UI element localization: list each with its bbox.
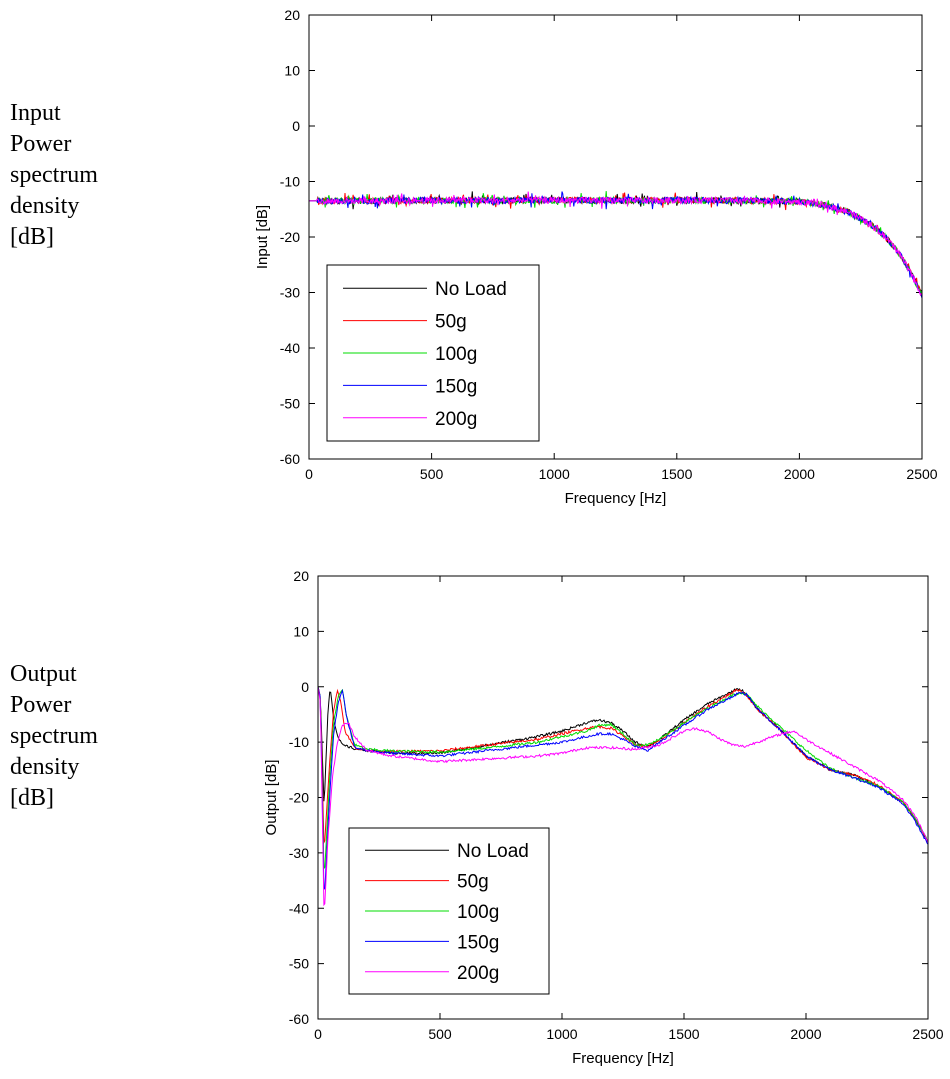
y-tick-label: -60 bbox=[289, 1011, 309, 1027]
y-tick-label: -10 bbox=[280, 174, 300, 190]
output-psd-side-label: Output Power spectrum density [dB] bbox=[10, 661, 98, 811]
input-series-group bbox=[309, 191, 922, 298]
x-tick-label: 2000 bbox=[790, 1026, 821, 1042]
x-tick-label: 2000 bbox=[784, 466, 815, 482]
input-chart: 0 500 1000 1500 2000 2500 20 10 0 -10 -20 -30 -40 -50… bbox=[254, 7, 938, 507]
x-tick-label: 1500 bbox=[661, 466, 692, 482]
y-tick-label: 10 bbox=[284, 63, 300, 79]
x-tick-label: 1500 bbox=[668, 1026, 699, 1042]
output-chart: 0 500 1000 1500 2000 2500 20 10 0 -10 -20 -30 -40 -50… bbox=[263, 568, 944, 1067]
input-psd-side-label: Input Power spectrum density [dB] bbox=[10, 100, 98, 250]
x-tick-label: 1000 bbox=[539, 466, 570, 482]
y-tick-label: -20 bbox=[289, 790, 309, 806]
legend-entry-label: 150g bbox=[435, 376, 477, 397]
legend-entry-label: 100g bbox=[457, 902, 499, 923]
legend-entry-label: 100g bbox=[435, 344, 477, 365]
y-tick-label: -30 bbox=[289, 845, 309, 861]
output-legend: No Load 50g 100g 150g 200g bbox=[348, 827, 550, 995]
series-line-200g bbox=[318, 686, 928, 907]
x-tick-label: 0 bbox=[314, 1026, 322, 1042]
y-tick-label: -20 bbox=[280, 229, 300, 245]
x-tick-label: 0 bbox=[305, 466, 313, 482]
series-line-200g bbox=[309, 191, 922, 296]
legend-entry-label: 200g bbox=[457, 963, 499, 984]
input-y-axis-title: Input [dB] bbox=[254, 205, 271, 269]
legend-entry-label: No Load bbox=[435, 279, 507, 300]
legend-entry-label: No Load bbox=[457, 841, 529, 862]
input-axes-box bbox=[308, 14, 923, 460]
x-tick-label: 500 bbox=[420, 466, 444, 482]
y-tick-label: -60 bbox=[280, 451, 300, 467]
input-x-axis-title: Frequency [Hz] bbox=[565, 490, 667, 507]
x-tick-label: 500 bbox=[428, 1026, 452, 1042]
input-legend: No Load 50g 100g 150g 200g bbox=[326, 264, 540, 442]
series-line-100g bbox=[318, 686, 928, 870]
y-tick-label: 10 bbox=[293, 623, 309, 639]
output-series-group bbox=[318, 686, 928, 907]
y-tick-label: 20 bbox=[284, 7, 300, 23]
y-tick-label: 0 bbox=[292, 118, 300, 134]
y-tick-label: -50 bbox=[289, 956, 309, 972]
y-tick-label: -40 bbox=[289, 900, 309, 916]
output-axes-box bbox=[317, 575, 929, 1020]
y-tick-label: 0 bbox=[301, 679, 309, 695]
x-tick-label: 1000 bbox=[546, 1026, 577, 1042]
y-tick-label: -40 bbox=[280, 340, 300, 356]
legend-entry-label: 50g bbox=[457, 872, 489, 893]
output-x-axis-title: Frequency [Hz] bbox=[572, 1050, 674, 1067]
legend-entry-label: 200g bbox=[435, 409, 477, 430]
y-tick-label: -10 bbox=[289, 734, 309, 750]
x-tick-label: 2500 bbox=[912, 1026, 943, 1042]
y-tick-label: -50 bbox=[280, 396, 300, 412]
legend-entry-label: 150g bbox=[457, 932, 499, 953]
y-tick-label: -30 bbox=[280, 285, 300, 301]
legend-entry-label: 50g bbox=[435, 312, 467, 333]
y-tick-label: 20 bbox=[293, 568, 309, 584]
output-y-axis-title: Output [dB] bbox=[263, 760, 280, 836]
x-tick-label: 2500 bbox=[906, 466, 937, 482]
series-line-150g bbox=[318, 686, 928, 890]
